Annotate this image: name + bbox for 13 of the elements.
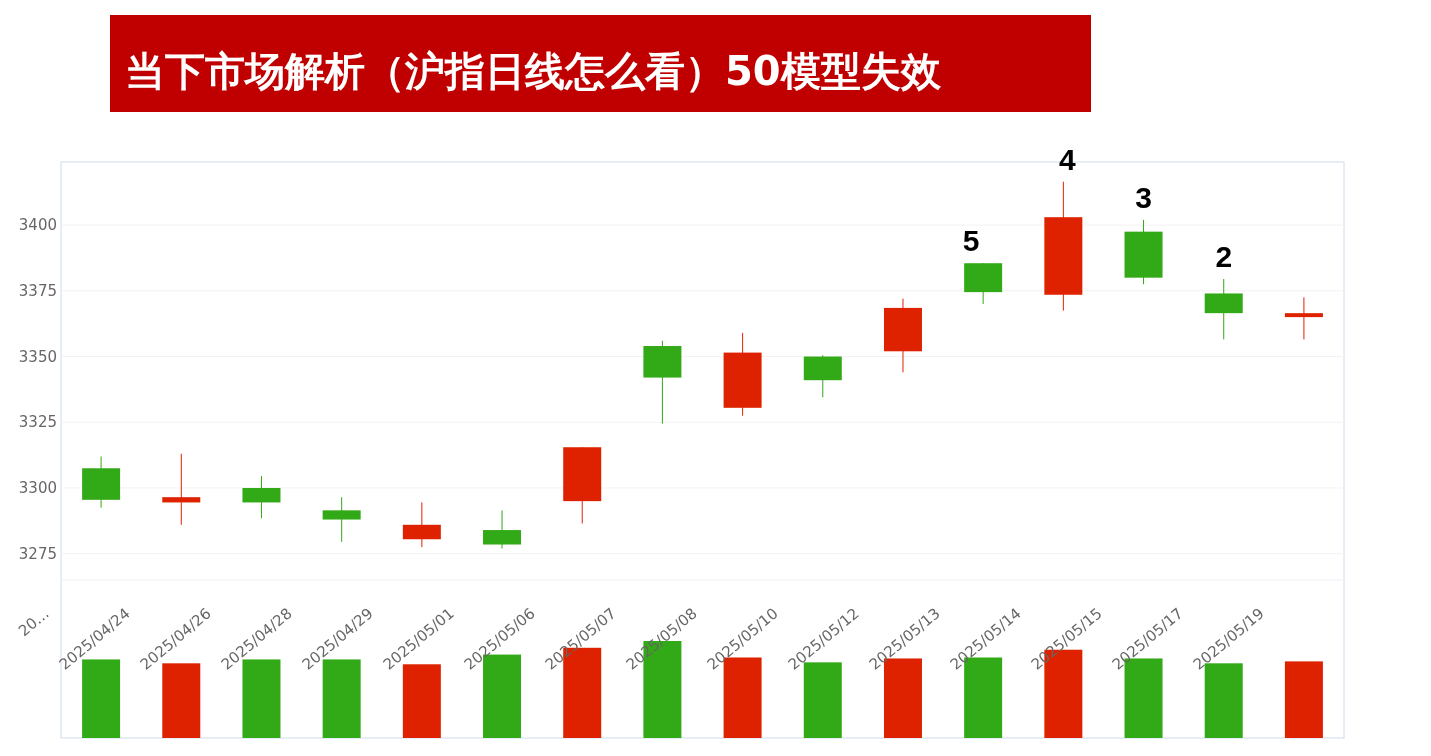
chart-title: 当下市场解析（沪指日线怎么看）50模型失效 — [125, 48, 942, 94]
text: 5 — [962, 224, 980, 258]
y-tick-label: 3375 — [18, 281, 57, 300]
text: 4 — [1059, 142, 1076, 176]
text: 2 — [1215, 239, 1233, 273]
text: 20… — [14, 604, 53, 640]
y-tick-label: 3400 — [18, 216, 57, 235]
y-tick-label: 3275 — [18, 544, 57, 563]
y-tick-label: 3350 — [18, 347, 57, 366]
y-tick-label: 3300 — [18, 478, 57, 497]
y-tick-label: 3325 — [18, 413, 57, 432]
text: 3 — [1135, 180, 1152, 214]
bar — [1284, 661, 1323, 738]
